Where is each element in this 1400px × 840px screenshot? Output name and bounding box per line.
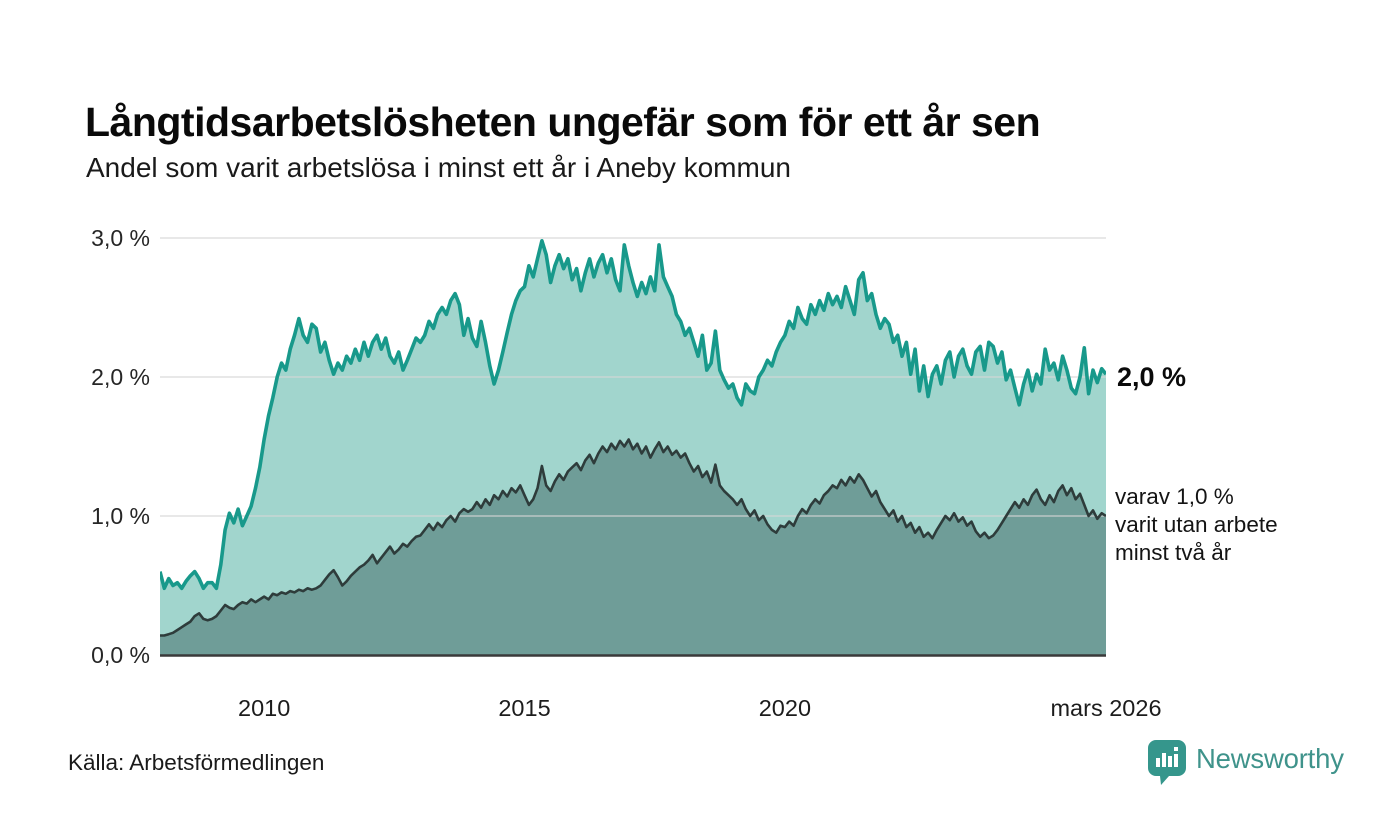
- y-tick-3: 3,0 %: [91, 225, 150, 251]
- logo-bar-1: [1156, 758, 1160, 767]
- logo-excl-stem: [1174, 754, 1178, 767]
- x-tick-2020: 2020: [758, 695, 812, 721]
- chart-subtitle: Andel som varit arbetslösa i minst ett å…: [86, 152, 791, 183]
- annotation-line-3: minst två år: [1115, 540, 1232, 565]
- series-2-line: [160, 438, 1107, 637]
- y-tick-2: 2,0 %: [91, 364, 150, 390]
- brand-wordmark: Newsworthy: [1196, 743, 1344, 774]
- x-tick-mars-2026: mars 2026: [1050, 695, 1162, 721]
- logo-bar-3: [1168, 756, 1172, 767]
- unemployment-area-chart: [158, 237, 1108, 657]
- logo-excl-dot: [1174, 747, 1178, 751]
- speech-bubble-bar-chart-icon: [1148, 740, 1186, 785]
- series1-end-value-label: 2,0 %: [1117, 362, 1187, 392]
- x-tick-2010: 2010: [238, 695, 291, 721]
- logo-bar-2: [1162, 753, 1166, 767]
- annotation-line-1: varav 1,0 %: [1115, 484, 1234, 509]
- y-tick-1: 1,0 %: [91, 503, 150, 529]
- x-tick-2015: 2015: [498, 695, 551, 721]
- series2-end-annotation: varav 1,0 % varit utan arbete minst två …: [1115, 483, 1278, 567]
- plot-area: [158, 230, 1108, 660]
- series-1-line: [158, 239, 1108, 591]
- source-note: Källa: Arbetsförmedlingen: [68, 750, 325, 775]
- y-tick-0: 0,0 %: [91, 642, 150, 668]
- page-title: Långtidsarbetslösheten ungefär som för e…: [85, 99, 1041, 146]
- newsworthy-brand: Newsworthy: [1148, 740, 1344, 788]
- annotation-line-2: varit utan arbete: [1115, 512, 1278, 537]
- logo-bubble: [1148, 740, 1186, 785]
